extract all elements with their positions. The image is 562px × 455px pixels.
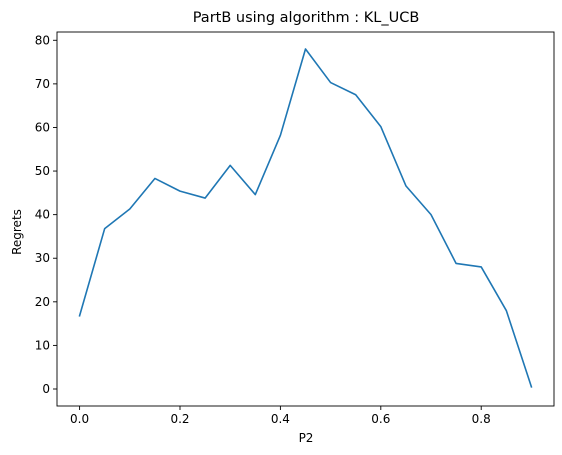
x-axis-label: P2 [299,431,314,445]
y-tick-label: 10 [35,338,50,352]
x-tick-label: 0.4 [271,412,290,426]
x-tick-label: 0.6 [371,412,390,426]
x-axis-ticks: 0.0 0.2 0.4 0.6 0.8 [70,406,491,426]
x-tick-label: 0.2 [170,412,189,426]
y-axis-label: Regrets [10,209,24,255]
chart-title: PartB using algorithm : KL_UCB [193,10,420,26]
x-tick-label: 0.0 [70,412,89,426]
y-tick-label: 80 [35,33,50,47]
series-line-0 [80,49,532,387]
y-tick-label: 60 [35,120,50,134]
y-tick-label: 50 [35,164,50,178]
y-tick-label: 30 [35,251,50,265]
y-tick-label: 0 [42,382,50,396]
x-tick-label: 0.8 [472,412,491,426]
y-axis-ticks: 0 10 20 30 40 50 60 70 80 [35,33,57,396]
y-tick-label: 40 [35,208,50,222]
y-tick-label: 20 [35,295,50,309]
y-tick-label: 70 [35,77,50,91]
plot-area [57,32,554,406]
plot-frame [57,32,554,406]
